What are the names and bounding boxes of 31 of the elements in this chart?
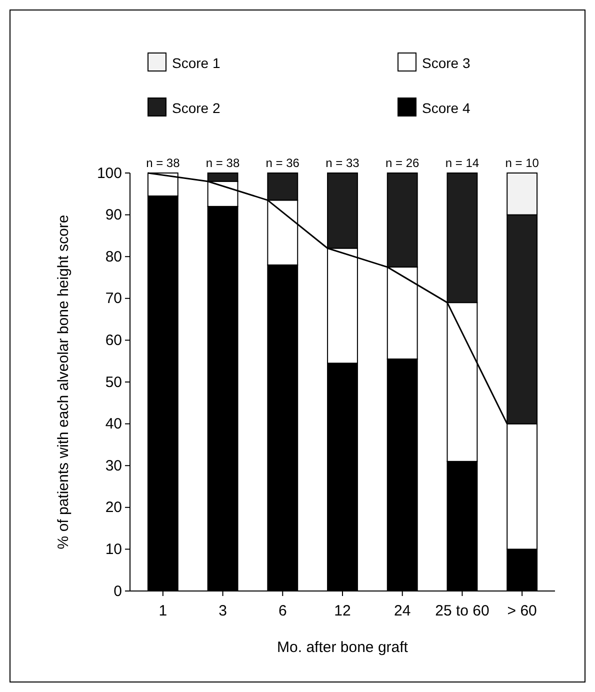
x-tick-label: 25 to 60 — [435, 602, 490, 620]
y-tick-label: 40 — [105, 416, 122, 433]
annotation: n = 26 — [386, 156, 420, 170]
annotation: n = 38 — [206, 156, 240, 170]
y-tick-label: 0 — [114, 582, 122, 600]
x-tick-label: > 60 — [507, 602, 537, 620]
y-tick-label: 100 — [96, 164, 122, 182]
annotation: n = 10 — [505, 156, 540, 170]
y-tick-label: 60 — [105, 332, 122, 349]
y-tick-label: 50 — [105, 374, 122, 391]
legend-label: Score 4 — [422, 100, 470, 116]
y-tick-label: 70 — [105, 290, 122, 308]
y-tick-label: 80 — [105, 248, 122, 266]
y-tick-label: 30 — [105, 457, 122, 474]
x-tick-label: 12 — [334, 602, 351, 620]
legend-label: Score 2 — [172, 100, 220, 116]
x-axis-title: Mo. after bone graft — [277, 639, 409, 656]
x-tick-label: 6 — [278, 602, 287, 620]
annotation: n = 14 — [445, 156, 480, 170]
annotation: n = 38 — [146, 156, 180, 170]
y-tick-label: 20 — [105, 499, 122, 516]
x-tick-label: 24 — [394, 602, 411, 620]
y-tick-label: 10 — [105, 541, 122, 558]
x-tick-label: 3 — [218, 602, 227, 620]
legend-label: Score 3 — [422, 55, 470, 71]
x-tick-label: 1 — [158, 602, 168, 620]
legend-label: Score 1 — [172, 55, 220, 71]
annotation: n = 36 — [266, 156, 300, 170]
y-tick-label: 90 — [105, 206, 122, 224]
y-axis-title: % of patients with each alveolar bone height score — [55, 214, 72, 550]
annotation: n = 33 — [326, 156, 360, 170]
